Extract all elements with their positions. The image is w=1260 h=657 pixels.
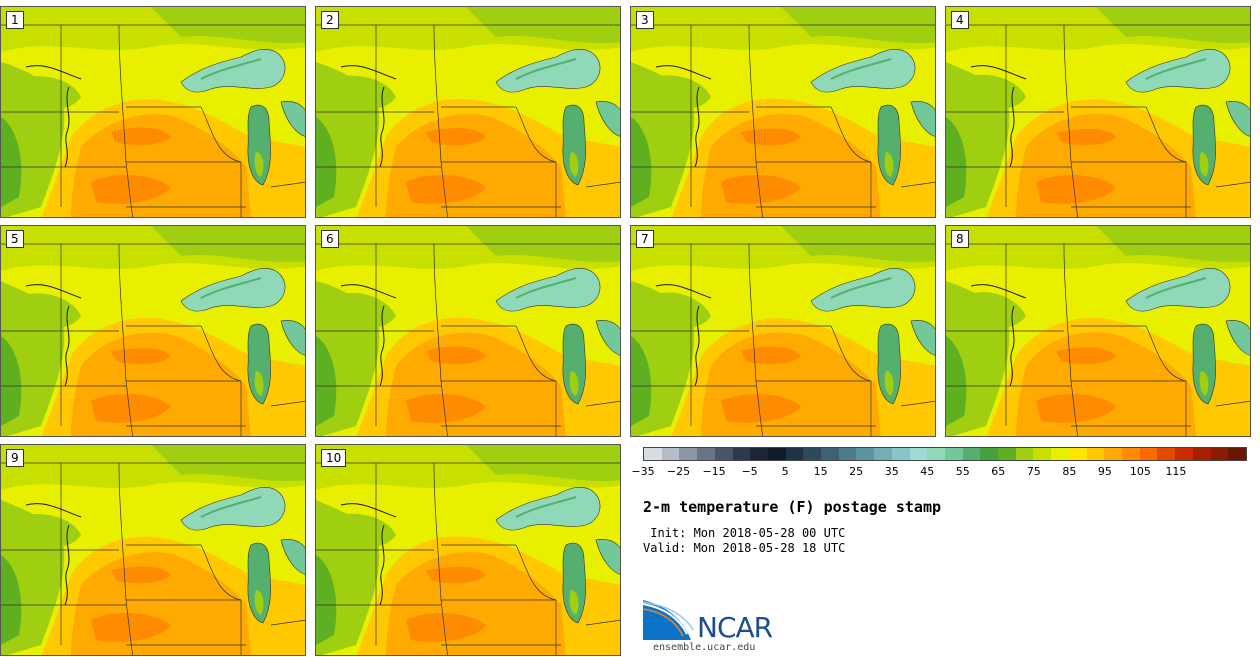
colorbar-tick: 95 bbox=[1097, 465, 1112, 478]
colorbar-segment bbox=[1051, 448, 1069, 460]
colorbar-tick: 85 bbox=[1062, 465, 1077, 478]
colorbar-segment bbox=[1139, 448, 1158, 460]
colorbar-tick: 115 bbox=[1165, 465, 1187, 478]
member-number: 2 bbox=[321, 11, 339, 29]
temperature-map bbox=[631, 7, 935, 217]
colorbar-tick: 5 bbox=[781, 465, 789, 478]
colorbar-segment bbox=[679, 448, 698, 460]
colorbar-segment bbox=[1086, 448, 1105, 460]
map-panel-3: 3 bbox=[630, 6, 936, 218]
colorbar-segment bbox=[1228, 448, 1246, 460]
map-panel-5: 5 bbox=[0, 225, 306, 437]
figure-title: 2-m temperature (F) postage stamp bbox=[643, 498, 942, 516]
colorbar-segment bbox=[1175, 448, 1193, 460]
member-number: 9 bbox=[6, 449, 24, 467]
colorbar-tick: 25 bbox=[849, 465, 864, 478]
valid-time: Valid: Mon 2018-05-28 18 UTC bbox=[643, 541, 846, 555]
colorbar-segment bbox=[944, 448, 963, 460]
colorbar-segment bbox=[1192, 448, 1211, 460]
colorbar-segment bbox=[661, 448, 680, 460]
colorbar-segment bbox=[980, 448, 999, 460]
colorbar-segment bbox=[1210, 448, 1229, 460]
map-panel-8: 8 bbox=[945, 225, 1251, 437]
colorbar-segment bbox=[998, 448, 1016, 460]
temperature-map bbox=[631, 226, 935, 436]
colorbar-segment bbox=[714, 448, 733, 460]
temperature-map bbox=[316, 226, 620, 436]
colorbar-segment bbox=[644, 448, 662, 460]
colorbar-tick: 105 bbox=[1129, 465, 1151, 478]
colorbar-segment bbox=[962, 448, 981, 460]
map-panel-2: 2 bbox=[315, 6, 621, 218]
map-panel-9: 9 bbox=[0, 444, 306, 656]
member-number: 5 bbox=[6, 230, 24, 248]
colorbar-segment bbox=[821, 448, 839, 460]
colorbar-tick: −15 bbox=[702, 465, 726, 478]
colorbar-tick-labels: −35 −25 −15 −5 5 15 25 35 45 55 65 75 85 95 105 115 bbox=[631, 465, 1247, 479]
colorbar-tick: 75 bbox=[1026, 465, 1041, 478]
map-panel-1: 1 bbox=[0, 6, 306, 218]
colorbar-segment bbox=[1068, 448, 1087, 460]
colorbar-tick: 55 bbox=[955, 465, 970, 478]
colorbar-segment bbox=[891, 448, 910, 460]
colorbar-segment bbox=[1033, 448, 1052, 460]
init-time: Init: Mon 2018-05-28 00 UTC bbox=[643, 526, 846, 540]
colorbar bbox=[643, 447, 1247, 461]
colorbar-segment bbox=[732, 448, 751, 460]
member-number: 1 bbox=[6, 11, 24, 29]
colorbar-segment bbox=[856, 448, 875, 460]
member-number: 4 bbox=[951, 11, 969, 29]
member-number: 3 bbox=[636, 11, 654, 29]
colorbar-tick: 65 bbox=[991, 465, 1006, 478]
ncar-url: ensemble.ucar.edu bbox=[653, 642, 756, 653]
temperature-map bbox=[1, 7, 305, 217]
colorbar-tick: −35 bbox=[631, 465, 655, 478]
colorbar-segment bbox=[1104, 448, 1122, 460]
member-number: 6 bbox=[321, 230, 339, 248]
temperature-map bbox=[316, 7, 620, 217]
colorbar-tick: −5 bbox=[741, 465, 758, 478]
colorbar-tick: 35 bbox=[884, 465, 899, 478]
colorbar-segment bbox=[1157, 448, 1176, 460]
map-panel-10: 10 bbox=[315, 444, 621, 656]
map-panel-4: 4 bbox=[945, 6, 1251, 218]
colorbar-tick: 45 bbox=[920, 465, 935, 478]
member-number: 7 bbox=[636, 230, 654, 248]
colorbar-segment bbox=[838, 448, 857, 460]
colorbar-segment bbox=[767, 448, 786, 460]
map-panel-7: 7 bbox=[630, 225, 936, 437]
colorbar-segment bbox=[927, 448, 945, 460]
colorbar-segment bbox=[874, 448, 892, 460]
colorbar-segment bbox=[697, 448, 715, 460]
temperature-map bbox=[946, 226, 1250, 436]
colorbar-tick: −25 bbox=[666, 465, 691, 478]
ncar-logo-icon bbox=[643, 600, 694, 640]
colorbar-segment bbox=[785, 448, 804, 460]
temperature-map bbox=[1, 445, 305, 655]
member-number: 8 bbox=[951, 230, 969, 248]
map-panel-6: 6 bbox=[315, 225, 621, 437]
temperature-map bbox=[316, 445, 620, 655]
colorbar-segment bbox=[1015, 448, 1034, 460]
temperature-map bbox=[946, 7, 1250, 217]
colorbar-segment bbox=[909, 448, 928, 460]
colorbar-segment bbox=[750, 448, 768, 460]
colorbar-tick: 15 bbox=[813, 465, 828, 478]
member-number: 10 bbox=[321, 449, 347, 467]
colorbar-segment bbox=[1121, 448, 1140, 460]
temperature-map bbox=[1, 226, 305, 436]
colorbar-segment bbox=[803, 448, 822, 460]
ncar-logo-text: NCAR bbox=[697, 611, 773, 644]
